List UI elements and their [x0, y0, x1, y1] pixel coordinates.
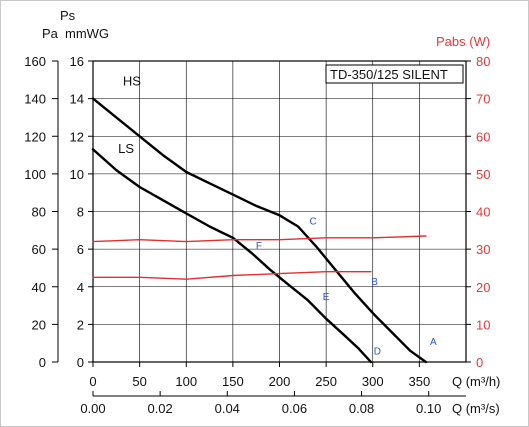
point-label: B: [371, 277, 378, 288]
point-label: A: [430, 337, 437, 348]
pa-tick-label: 100: [24, 167, 46, 182]
pabs-tick-label: 80: [476, 54, 490, 69]
pa-tick-label: 160: [24, 54, 46, 69]
mmwg-tick-label: 12: [70, 129, 84, 144]
m3s-tick-label: 0.02: [147, 401, 172, 416]
pa-tick-label: 40: [32, 280, 46, 295]
mmwg-tick-label: 10: [70, 167, 84, 182]
x-axis-title-m3h: Q (m³/h): [452, 374, 500, 389]
pabs-tick-label: 20: [476, 280, 490, 295]
point-label: E: [323, 292, 330, 303]
m3s-tick-label: 0.06: [282, 401, 307, 416]
point-label: C: [309, 217, 316, 228]
m3h-tick-label: 50: [132, 374, 146, 389]
left-axis-unit-pa: Pa: [42, 26, 59, 41]
m3h-tick-label: 300: [362, 374, 384, 389]
mmwg-tick-label: 14: [70, 92, 84, 107]
mmwg-tick-label: 8: [77, 205, 84, 220]
m3s-tick-label: 0.04: [215, 401, 240, 416]
pabs-tick-label: 70: [476, 92, 490, 107]
m3s-tick-label: 0.00: [80, 401, 105, 416]
pabs-tick-label: 0: [476, 355, 483, 370]
m3h-tick-label: 200: [269, 374, 291, 389]
m3s-tick-label: 0.08: [349, 401, 374, 416]
mmwg-tick-label: 0: [77, 355, 84, 370]
m3h-tick-label: 150: [222, 374, 244, 389]
pa-tick-label: 120: [24, 129, 46, 144]
curve-label: HS: [123, 73, 141, 88]
point-label: D: [374, 346, 381, 357]
pabs-tick-label: 60: [476, 129, 490, 144]
curve-label: LS: [118, 141, 134, 156]
model-label: TD-350/125 SILENT: [330, 67, 448, 82]
pa-tick-label: 20: [32, 317, 46, 332]
mmwg-tick-label: 4: [77, 280, 84, 295]
left-axis-unit-ps: Ps: [60, 8, 76, 23]
mmwg-tick-label: 2: [77, 317, 84, 332]
left-axis-unit-mmwg: mmWG: [65, 26, 109, 41]
pabs-tick-label: 10: [476, 317, 490, 332]
pabs-tick-label: 50: [476, 167, 490, 182]
pa-tick-label: 80: [32, 205, 46, 220]
pa-tick-label: 140: [24, 92, 46, 107]
pabs-tick-label: 40: [476, 205, 490, 220]
m3s-tick-label: 0.10: [416, 401, 441, 416]
right-axis-title: Pabs (W): [436, 34, 490, 49]
m3h-tick-label: 100: [175, 374, 197, 389]
pa-tick-label: 0: [39, 355, 46, 370]
m3h-tick-label: 0: [89, 374, 96, 389]
m3h-tick-label: 250: [315, 374, 337, 389]
x-axis-title-m3s: Q (m³/s): [452, 401, 500, 416]
pa-tick-label: 60: [32, 242, 46, 257]
mmwg-tick-label: 6: [77, 242, 84, 257]
pabs-tick-label: 30: [476, 242, 490, 257]
point-label: F: [256, 241, 262, 252]
mmwg-tick-label: 16: [70, 54, 84, 69]
m3h-tick-label: 350: [409, 374, 431, 389]
